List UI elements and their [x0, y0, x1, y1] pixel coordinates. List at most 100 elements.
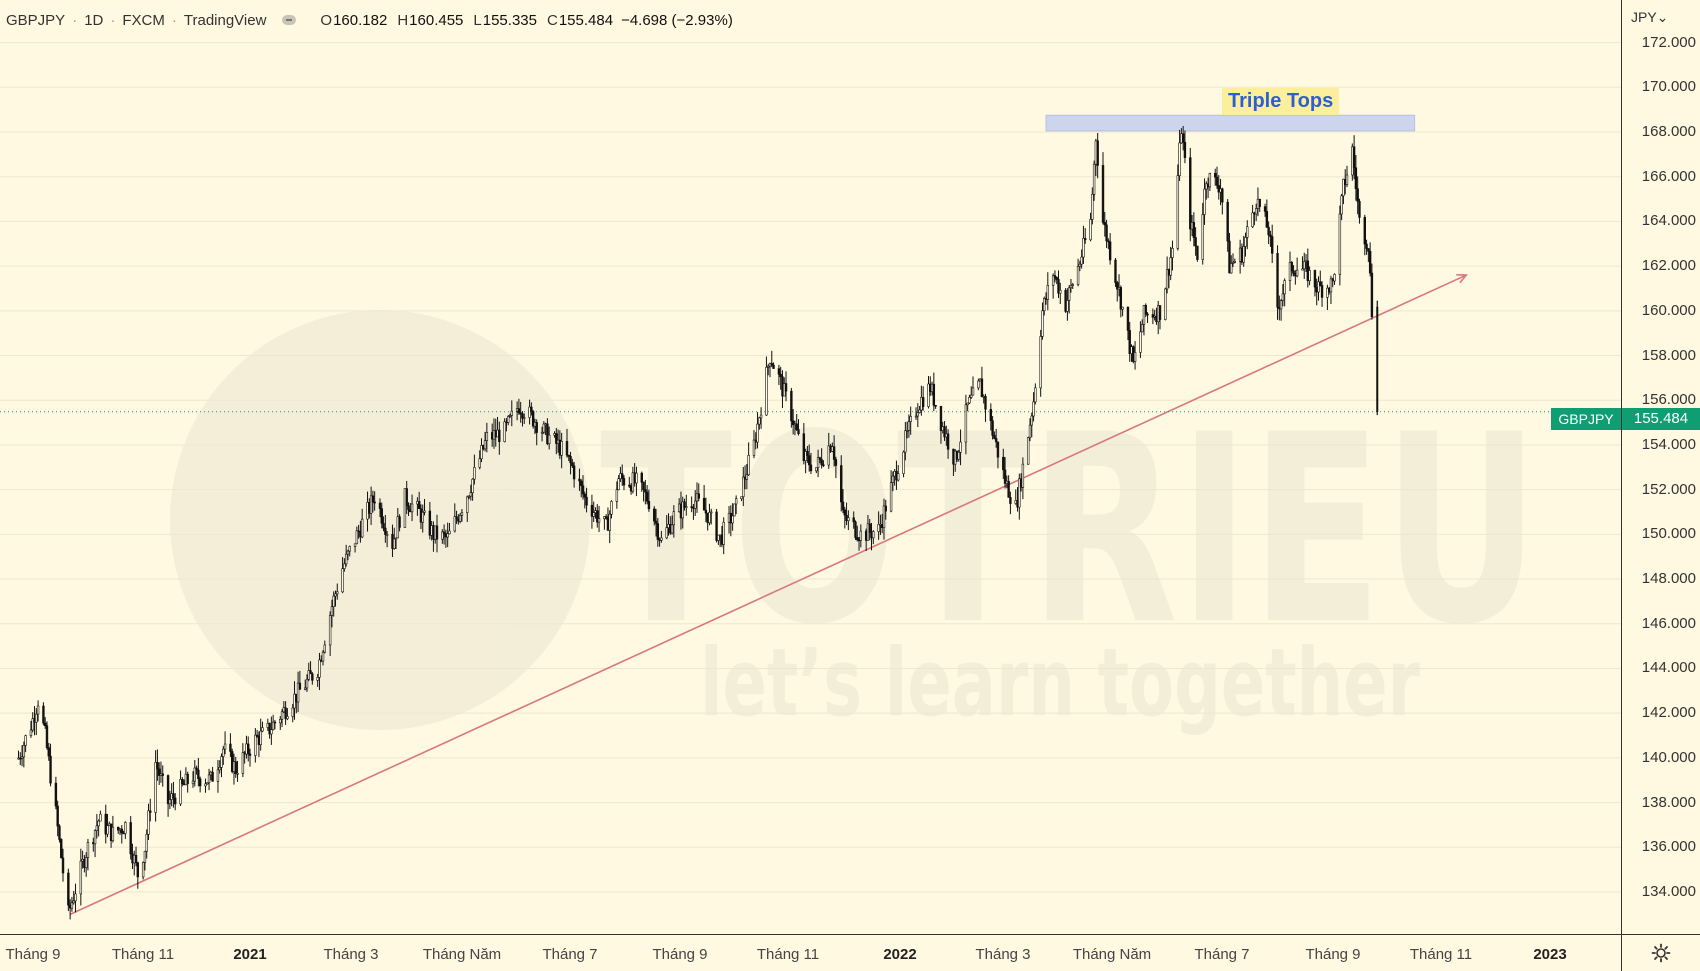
candle[interactable]	[154, 750, 157, 822]
candle[interactable]	[141, 861, 145, 880]
candle[interactable]	[1169, 246, 1172, 281]
candle[interactable]	[907, 414, 911, 438]
candle[interactable]	[1201, 202, 1204, 265]
candle[interactable]	[1354, 155, 1358, 201]
candle[interactable]	[273, 719, 277, 730]
candle[interactable]	[934, 404, 937, 409]
candle[interactable]	[129, 816, 132, 860]
candle[interactable]	[742, 466, 745, 507]
candle[interactable]	[20, 745, 24, 767]
candle[interactable]	[1126, 306, 1130, 341]
candle[interactable]	[1356, 176, 1359, 215]
candle[interactable]	[868, 518, 871, 541]
candle[interactable]	[530, 402, 533, 416]
candle[interactable]	[943, 421, 946, 441]
candle[interactable]	[578, 468, 581, 491]
candle[interactable]	[1263, 203, 1267, 217]
candle[interactable]	[1171, 240, 1174, 271]
candle[interactable]	[882, 498, 886, 540]
candle[interactable]	[665, 515, 668, 540]
candle[interactable]	[279, 716, 282, 730]
candle[interactable]	[1007, 475, 1010, 498]
candle[interactable]	[1164, 287, 1167, 321]
candle[interactable]	[1258, 198, 1261, 212]
candle[interactable]	[802, 423, 806, 465]
candle[interactable]	[681, 496, 684, 529]
candle[interactable]	[49, 743, 52, 787]
candle[interactable]	[622, 475, 626, 491]
candle[interactable]	[207, 768, 211, 791]
candle[interactable]	[222, 746, 225, 765]
candle[interactable]	[467, 495, 471, 500]
candle[interactable]	[1071, 282, 1074, 290]
candle[interactable]	[697, 483, 700, 502]
candle[interactable]	[905, 421, 909, 439]
candle[interactable]	[268, 722, 271, 739]
candle[interactable]	[460, 509, 464, 522]
candle[interactable]	[56, 800, 59, 837]
candle[interactable]	[592, 501, 595, 523]
candle[interactable]	[790, 387, 793, 428]
candle[interactable]	[95, 814, 99, 839]
candle[interactable]	[371, 490, 375, 513]
candle[interactable]	[889, 470, 893, 513]
candle[interactable]	[827, 432, 830, 469]
candle[interactable]	[1032, 392, 1035, 422]
candle[interactable]	[1018, 473, 1021, 520]
candle[interactable]	[1326, 284, 1329, 310]
candle[interactable]	[957, 449, 960, 462]
candle[interactable]	[508, 413, 512, 418]
candle[interactable]	[640, 471, 643, 492]
candle[interactable]	[442, 524, 446, 545]
candle[interactable]	[172, 781, 175, 808]
candle[interactable]	[759, 407, 763, 429]
candle[interactable]	[1101, 152, 1105, 225]
candle[interactable]	[722, 517, 725, 555]
candle[interactable]	[1265, 199, 1269, 228]
candle[interactable]	[234, 756, 237, 778]
candle[interactable]	[1140, 319, 1144, 333]
candle[interactable]	[984, 393, 987, 422]
candle[interactable]	[1215, 166, 1219, 189]
candle[interactable]	[423, 498, 426, 516]
candle[interactable]	[779, 366, 782, 390]
candle[interactable]	[820, 448, 823, 469]
candle[interactable]	[964, 394, 968, 455]
candle[interactable]	[1009, 491, 1012, 515]
candle[interactable]	[1105, 219, 1108, 248]
candle[interactable]	[261, 721, 264, 733]
candle[interactable]	[932, 372, 936, 412]
candle[interactable]	[24, 734, 27, 753]
candle[interactable]	[328, 611, 332, 656]
candle[interactable]	[1231, 253, 1235, 267]
candle[interactable]	[970, 386, 973, 399]
candle[interactable]	[124, 821, 127, 839]
candle[interactable]	[44, 717, 47, 729]
candle[interactable]	[156, 749, 159, 781]
candle[interactable]	[807, 444, 811, 472]
candle[interactable]	[1096, 133, 1099, 179]
candle[interactable]	[1290, 261, 1293, 277]
candle[interactable]	[1142, 304, 1146, 336]
candle[interactable]	[286, 708, 289, 721]
candle[interactable]	[946, 429, 950, 459]
candle[interactable]	[198, 776, 202, 793]
candle[interactable]	[421, 504, 424, 533]
candle[interactable]	[403, 488, 407, 528]
candle[interactable]	[1021, 457, 1025, 500]
candle[interactable]	[840, 455, 843, 512]
candle[interactable]	[902, 450, 905, 478]
candle[interactable]	[1158, 305, 1162, 330]
candle[interactable]	[1317, 276, 1320, 301]
candle[interactable]	[966, 402, 969, 412]
candle[interactable]	[784, 371, 788, 402]
price-axis[interactable]: JPY⌄ 172.000 170.000 168.000 166.000 164.000…	[1621, 0, 1700, 934]
candle[interactable]	[1078, 260, 1082, 272]
candle[interactable]	[1295, 257, 1299, 278]
candle[interactable]	[617, 474, 620, 491]
legend-toggle-icon[interactable]	[282, 15, 297, 25]
candle[interactable]	[1203, 178, 1206, 225]
candle[interactable]	[348, 545, 351, 557]
candle[interactable]	[410, 494, 414, 522]
candle[interactable]	[1370, 263, 1374, 320]
